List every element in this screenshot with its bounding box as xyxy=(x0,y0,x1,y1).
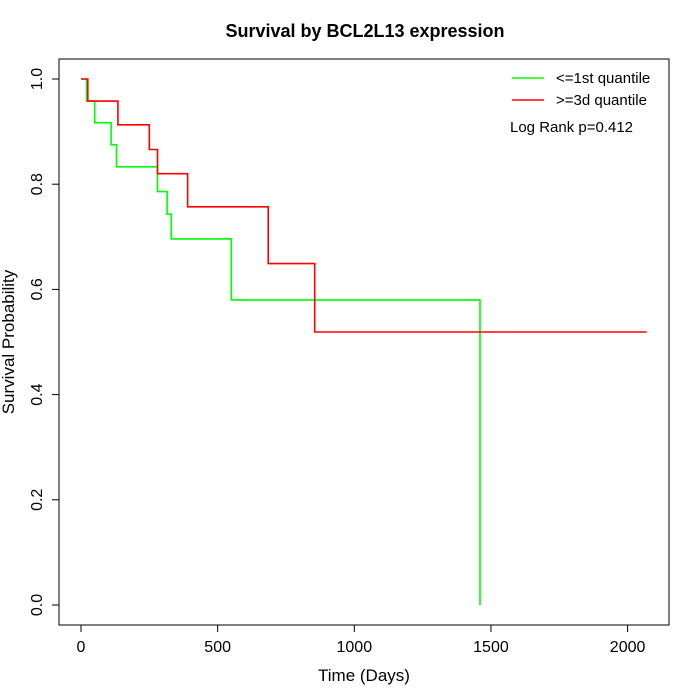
x-axis-label: Time (Days) xyxy=(318,666,410,685)
y-tick-label: 0.4 xyxy=(29,383,46,405)
x-tick-label: 1000 xyxy=(337,639,373,656)
x-tick-label: 1500 xyxy=(473,639,509,656)
x-tick-label: 2000 xyxy=(610,639,646,656)
series-line-low-quantile xyxy=(81,78,481,605)
series-line-high-quantile xyxy=(81,78,647,333)
legend-label-high: >=3d quantile xyxy=(556,92,647,109)
x-axis: 0 500 1000 1500 2000 xyxy=(77,624,646,656)
log-rank-annotation: Log Rank p=0.412 xyxy=(510,119,633,136)
chart-title: Survival by BCL2L13 expression xyxy=(225,21,504,41)
series-layer xyxy=(81,78,647,605)
y-tick-label: 0.0 xyxy=(29,594,46,616)
x-tick-label: 500 xyxy=(204,639,231,656)
y-tick-label: 0.2 xyxy=(29,489,46,511)
x-tick-label: 0 xyxy=(77,639,86,656)
legend-label-low: <=1st quantile xyxy=(556,70,650,87)
y-tick-label: 0.6 xyxy=(29,278,46,300)
y-axis: 0.0 0.2 0.4 0.6 0.8 1.0 xyxy=(29,68,60,616)
plot-frame xyxy=(58,58,670,626)
y-tick-label: 0.8 xyxy=(29,173,46,195)
legend: <=1st quantile >=3d quantile xyxy=(512,70,650,109)
y-axis-label: Survival Probability xyxy=(0,269,18,414)
y-tick-label: 1.0 xyxy=(29,68,46,90)
